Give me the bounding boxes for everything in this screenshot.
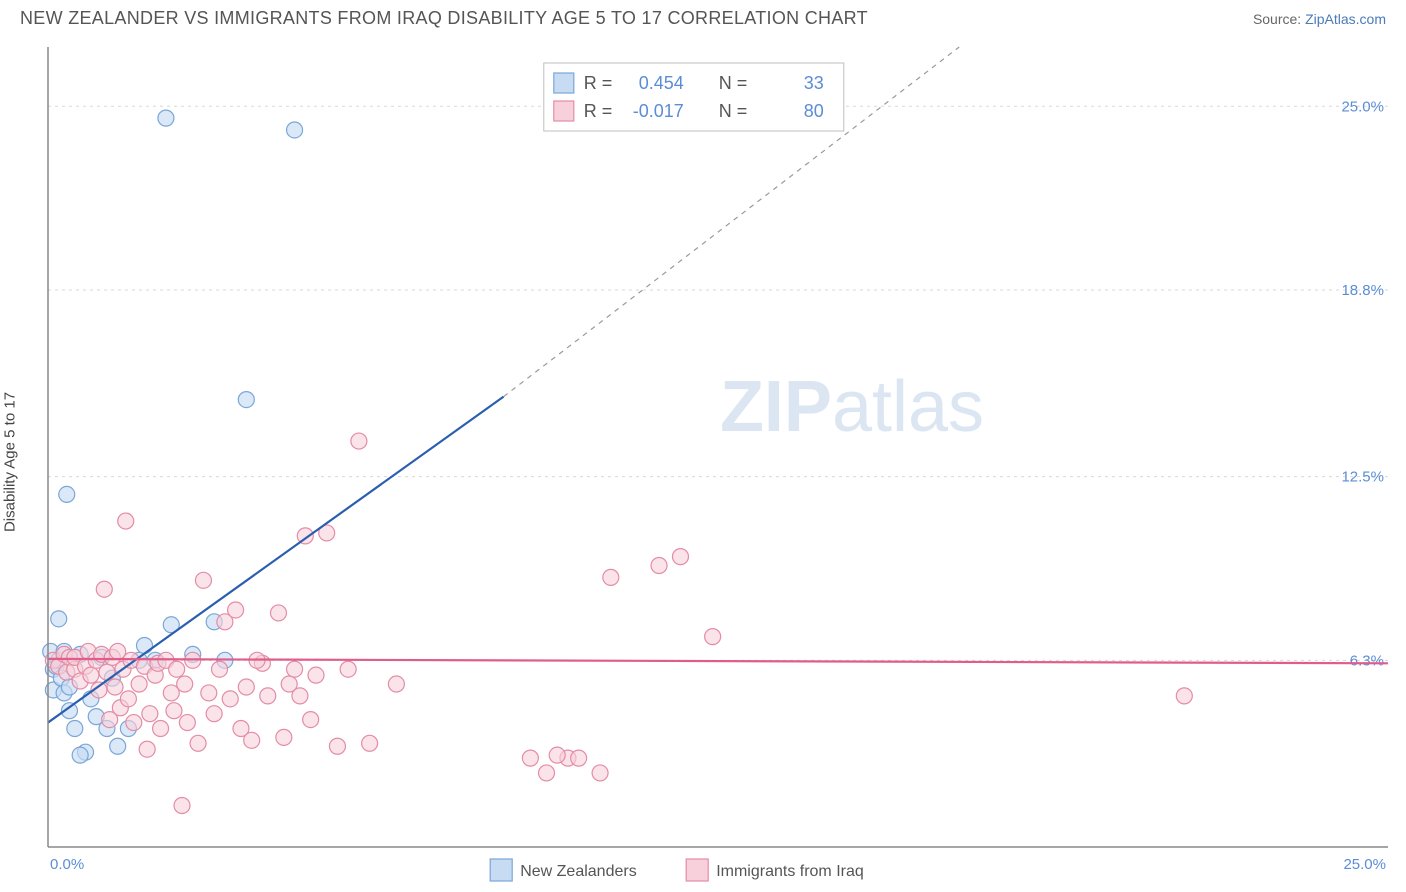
data-point	[212, 661, 228, 677]
data-point	[549, 747, 565, 763]
data-point	[287, 122, 303, 138]
data-point	[96, 581, 112, 597]
data-point	[118, 513, 134, 529]
data-point	[260, 688, 276, 704]
data-point	[179, 715, 195, 731]
data-point	[592, 765, 608, 781]
data-point	[238, 679, 254, 695]
source-attribution: Source: ZipAtlas.com	[1253, 11, 1386, 27]
data-point	[59, 486, 75, 502]
data-point	[126, 715, 142, 731]
data-point	[308, 667, 324, 683]
data-point	[120, 691, 136, 707]
scatter-chart-svg: 6.3% 12.5% 18.8% 25.0% ZIPatlas 0.0% 25.0% R = 0…	[0, 37, 1406, 887]
stats-n-label: N =	[719, 73, 748, 93]
stats-n-value: 80	[804, 101, 824, 121]
data-point	[99, 664, 115, 680]
data-point	[166, 703, 182, 719]
chart-area: Disability Age 5 to 17 6.3% 12.5% 18.8% 25.…	[0, 37, 1406, 887]
data-point	[1176, 688, 1192, 704]
chart-title: NEW ZEALANDER VS IMMIGRANTS FROM IRAQ DI…	[20, 8, 868, 29]
data-point	[206, 706, 222, 722]
data-point	[158, 110, 174, 126]
data-point	[351, 433, 367, 449]
data-point	[131, 676, 147, 692]
data-point	[110, 738, 126, 754]
stats-r-label: R =	[584, 73, 613, 93]
data-point	[651, 558, 667, 574]
data-point	[51, 611, 67, 627]
data-point	[142, 706, 158, 722]
data-point	[292, 688, 308, 704]
data-point	[190, 735, 206, 751]
data-point	[672, 549, 688, 565]
data-point	[244, 732, 260, 748]
legend-label: New Zealanders	[520, 863, 637, 880]
data-point	[340, 661, 356, 677]
x-tick-label: 25.0%	[1343, 856, 1386, 873]
y-tick-label: 6.3%	[1350, 652, 1384, 669]
source-link[interactable]: ZipAtlas.com	[1305, 11, 1386, 27]
data-point	[270, 605, 286, 621]
data-point	[571, 750, 587, 766]
data-point	[603, 569, 619, 585]
y-tick-label: 18.8%	[1341, 282, 1384, 299]
legend-swatch	[686, 859, 708, 881]
y-tick-label: 25.0%	[1341, 98, 1384, 115]
stats-swatch	[554, 101, 574, 121]
data-point	[303, 712, 319, 728]
stats-r-label: R =	[584, 101, 613, 121]
data-point	[195, 572, 211, 588]
data-point	[538, 765, 554, 781]
y-tick-label: 12.5%	[1341, 469, 1384, 486]
y-axis-label: Disability Age 5 to 17	[2, 392, 19, 532]
data-point	[201, 685, 217, 701]
data-point	[67, 720, 83, 736]
data-point	[238, 392, 254, 408]
x-tick-label: 0.0%	[50, 856, 84, 873]
data-point	[287, 661, 303, 677]
source-prefix: Source:	[1253, 11, 1305, 27]
data-point	[169, 661, 185, 677]
data-point	[107, 679, 123, 695]
data-point	[329, 738, 345, 754]
stats-swatch	[554, 73, 574, 93]
legend-swatch	[490, 859, 512, 881]
chart-header: NEW ZEALANDER VS IMMIGRANTS FROM IRAQ DI…	[0, 0, 1406, 37]
data-point	[276, 729, 292, 745]
data-point	[139, 741, 155, 757]
data-point	[72, 747, 88, 763]
data-point	[705, 629, 721, 645]
stats-n-label: N =	[719, 101, 748, 121]
data-point	[362, 735, 378, 751]
data-point	[83, 667, 99, 683]
data-point	[388, 676, 404, 692]
data-point	[177, 676, 193, 692]
stats-r-value: 0.454	[639, 73, 684, 93]
watermark: ZIPatlas	[720, 367, 984, 447]
data-point	[222, 691, 238, 707]
data-point	[136, 638, 152, 654]
data-point	[153, 720, 169, 736]
data-point	[174, 798, 190, 814]
trend-line	[48, 397, 504, 723]
stats-r-value: -0.017	[633, 101, 684, 121]
data-point	[228, 602, 244, 618]
legend-label: Immigrants from Iraq	[716, 863, 864, 880]
stats-n-value: 33	[804, 73, 824, 93]
data-point	[522, 750, 538, 766]
